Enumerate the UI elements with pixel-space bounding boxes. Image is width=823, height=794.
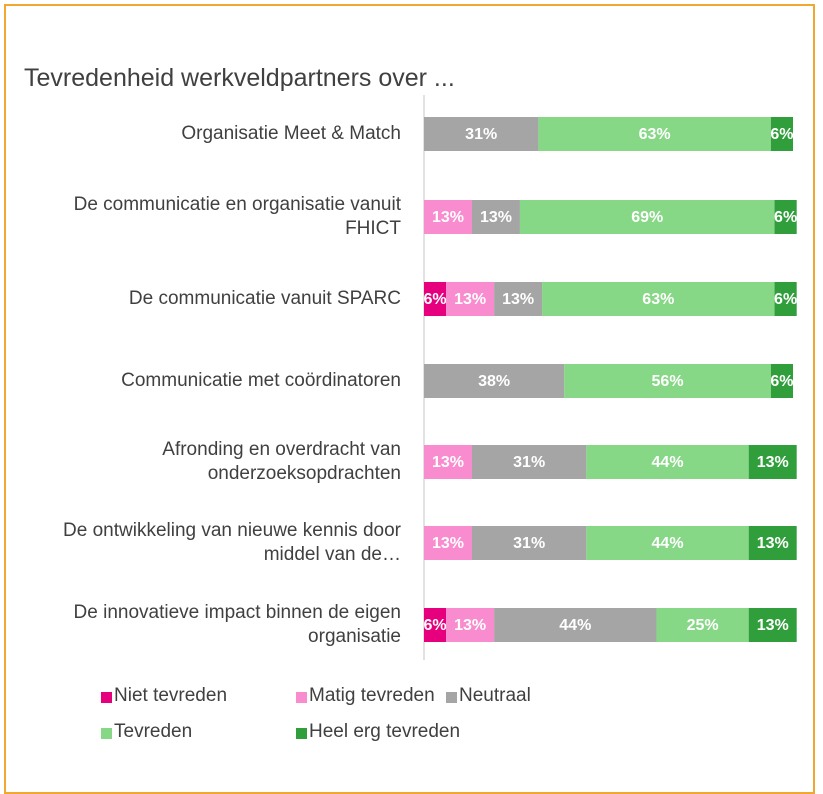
data-label: 6% [770, 373, 793, 390]
bar-segment [424, 608, 447, 642]
bar-segment [586, 445, 749, 479]
legend-label: Neutraal [459, 685, 531, 706]
data-label: 13% [757, 454, 789, 471]
legend-swatch [296, 692, 307, 703]
legend-label: Heel erg tevreden [309, 721, 461, 742]
bar-segment [424, 282, 447, 316]
bar-segment [424, 200, 472, 234]
bar-segment [424, 117, 539, 151]
data-label: 31% [465, 126, 497, 143]
data-label: 63% [642, 291, 674, 308]
chart-title: Tevredenheid werkveldpartners over ... [24, 64, 455, 92]
bar-segment [471, 200, 520, 234]
bar-segment [424, 445, 472, 479]
category-label: De ontwikkeling van nieuwe kennis door m… [63, 520, 401, 565]
category-label: De communicatie vanuit SPARC [128, 288, 401, 309]
data-label: 44% [652, 454, 684, 471]
data-label: 13% [757, 535, 789, 552]
category-label: Afronding en overdracht van onderzoeksop… [162, 439, 401, 484]
bar-segment [748, 608, 797, 642]
bar-segment [770, 117, 793, 151]
bar-segment [774, 282, 797, 316]
bar-segment [471, 526, 587, 560]
bar-segment [494, 608, 657, 642]
bar-segment [424, 364, 565, 398]
data-label: 13% [432, 454, 464, 471]
data-label: 69% [631, 209, 663, 226]
bar-segment [538, 117, 771, 151]
data-label: 25% [687, 617, 719, 634]
bar-segment [564, 364, 771, 398]
data-label: 6% [424, 617, 447, 634]
data-label: 44% [559, 617, 591, 634]
bar-segment [446, 282, 495, 316]
bar-segment [519, 200, 775, 234]
data-label: 13% [454, 291, 486, 308]
bar-segment [542, 282, 775, 316]
bar-segment [774, 200, 797, 234]
bar-segment [471, 445, 587, 479]
legend-label: Matig tevreden [309, 685, 435, 706]
bar-segment [748, 445, 797, 479]
data-label: 31% [513, 454, 545, 471]
legend-label: Tevreden [114, 721, 193, 742]
bar-segment [424, 526, 472, 560]
data-label: 13% [432, 209, 464, 226]
legend-label: Niet tevreden [114, 685, 228, 706]
bar-segment [748, 526, 797, 560]
category-label: Communicatie met coördinatoren [121, 370, 401, 391]
data-label: 6% [774, 291, 797, 308]
category-label: De communicatie en organisatie vanuit FH… [73, 194, 401, 239]
legend-swatch [101, 692, 112, 703]
data-label: 31% [513, 535, 545, 552]
data-label: 13% [432, 535, 464, 552]
legend-swatch [101, 728, 112, 739]
bar-segment [656, 608, 749, 642]
legend-swatch [446, 692, 457, 703]
bar-segment [586, 526, 749, 560]
data-label: 13% [480, 209, 512, 226]
category-label: Organisatie Meet & Match [181, 123, 401, 144]
legend-swatch [296, 728, 307, 739]
bar-segment [770, 364, 793, 398]
data-label: 44% [652, 535, 684, 552]
data-label: 13% [502, 291, 534, 308]
category-label: De innovatieve impact binnen de eigen or… [73, 602, 401, 647]
data-label: 6% [770, 126, 793, 143]
data-label: 63% [639, 126, 671, 143]
data-label: 56% [652, 373, 684, 390]
data-label: 13% [454, 617, 486, 634]
data-label: 13% [757, 617, 789, 634]
bar-segment [494, 282, 543, 316]
data-label: 6% [424, 291, 447, 308]
data-label: 38% [478, 373, 510, 390]
bar-segment [446, 608, 495, 642]
data-label: 6% [774, 209, 797, 226]
